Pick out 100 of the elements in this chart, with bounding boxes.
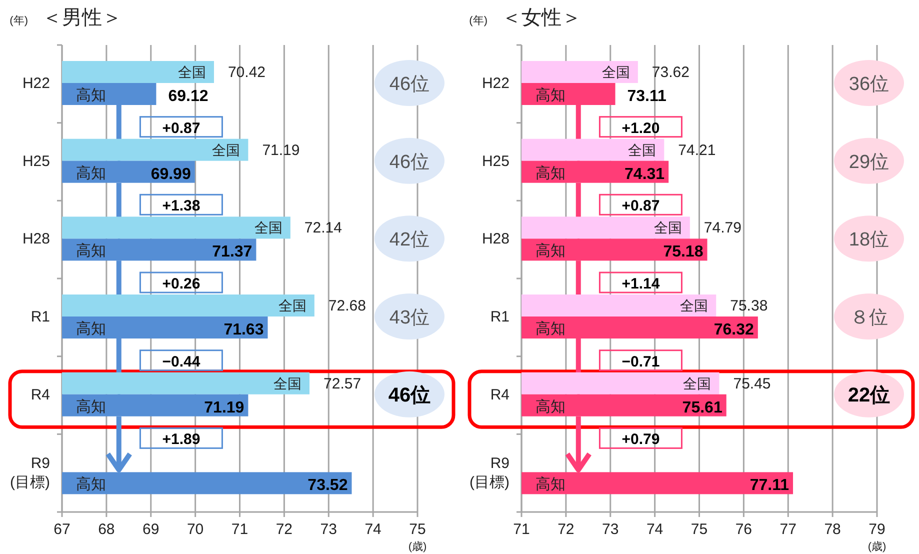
y-tick-label: H22 — [22, 75, 50, 92]
text: 全国 — [278, 298, 306, 314]
text: 高知 — [536, 476, 566, 494]
x-tick-label: 76 — [735, 521, 752, 538]
text: 高知 — [76, 398, 106, 416]
text: 全国 — [254, 220, 282, 236]
data-label: 71.37 — [212, 244, 252, 261]
data-label: 74.31 — [624, 166, 665, 183]
x-tick-label: 73 — [602, 521, 619, 538]
annotation: 29位 — [848, 152, 890, 173]
data-label: 71.19 — [262, 142, 300, 159]
text: 全国 — [683, 375, 712, 392]
x-axis-title: (歳) — [408, 540, 427, 553]
text: 高知 — [536, 87, 566, 104]
data-label: 75.38 — [730, 298, 768, 314]
x-tick-label: 68 — [98, 521, 115, 538]
y-tick-label: H22 — [482, 75, 510, 92]
chart-title: ＜男性＞ — [42, 7, 122, 29]
annotation: 22位 — [848, 384, 890, 406]
x-axis-title: (歳) — [868, 540, 886, 553]
data-label: 72.68 — [328, 298, 366, 314]
data-label: 73.11 — [627, 88, 667, 105]
data-label: 75.45 — [733, 375, 771, 392]
x-tick-label: 73 — [320, 521, 337, 538]
y-tick-label: R9 (目標) — [470, 455, 510, 492]
x-tick-label: 69 — [142, 521, 160, 538]
text: 全国 — [212, 142, 240, 158]
text: 全国 — [274, 375, 302, 392]
y-tick-label: R1 — [30, 308, 50, 326]
data-label: 75.61 — [682, 399, 722, 416]
annotation: +1.89 — [162, 431, 200, 448]
data-label: 69.99 — [150, 166, 191, 183]
x-tick-label: 78 — [824, 521, 841, 538]
y-tick-label: R4 — [30, 386, 50, 404]
annotation: −0.71 — [622, 353, 660, 370]
annotation: 36位 — [848, 74, 890, 95]
annotation: +0.26 — [162, 276, 200, 292]
y-axis-title: (年) — [469, 15, 488, 27]
x-tick-label: 75 — [409, 521, 426, 538]
annotation: −0.44 — [162, 353, 201, 370]
text: 高知 — [536, 398, 566, 416]
data-label: 72.14 — [304, 220, 342, 237]
data-label: 72.57 — [324, 375, 362, 392]
data-label: 74.79 — [704, 220, 742, 237]
legend-label: 高知 — [76, 164, 106, 182]
x-tick-label: 79 — [868, 521, 886, 538]
y-tick-label: H28 — [482, 230, 510, 248]
data-label: 73.62 — [652, 64, 690, 81]
text: 全国 — [654, 220, 682, 236]
annotation: +0.79 — [622, 431, 660, 448]
annotation: +1.14 — [622, 276, 660, 292]
x-tick-label: 77 — [780, 521, 796, 538]
x-tick-label: 71 — [231, 521, 248, 538]
x-tick-label: 67 — [54, 521, 70, 538]
y-tick-label: H25 — [22, 152, 50, 170]
text: 高知 — [76, 87, 106, 104]
annotation: ８位 — [850, 308, 888, 328]
annotation: 43位 — [389, 308, 430, 328]
series-label: 全国 — [178, 64, 206, 80]
x-tick-label: 72 — [558, 521, 574, 538]
annotation: 46位 — [389, 74, 430, 95]
text: 高知 — [536, 242, 566, 260]
y-tick-label: R9 (目標) — [10, 455, 50, 492]
annotation: 46位 — [389, 152, 430, 173]
data-label: 74.21 — [678, 142, 716, 159]
x-tick-label: 74 — [646, 521, 664, 538]
text: 高知 — [76, 242, 106, 260]
data-label: 69.12 — [168, 88, 208, 105]
annotation: +0.87 — [162, 120, 200, 137]
x-tick-label: 71 — [513, 521, 530, 538]
y-tick-label: R4 — [490, 386, 510, 404]
text: 高知 — [536, 320, 566, 338]
annotation: 18位 — [848, 230, 890, 251]
data-label: 75.18 — [663, 244, 704, 261]
x-tick-label: 72 — [276, 521, 293, 538]
series-label: 全国 — [602, 64, 630, 80]
y-tick-label: H25 — [482, 152, 510, 170]
text: 高知 — [76, 476, 106, 494]
text: 高知 — [76, 320, 106, 338]
text: 全国 — [628, 142, 656, 158]
annotation: 46位 — [388, 384, 431, 406]
data-label: 77.11 — [750, 477, 790, 494]
data-label: 71.19 — [204, 399, 244, 416]
annotation: 42位 — [389, 230, 430, 251]
x-tick-label: 70 — [186, 521, 204, 538]
data-label: 71.63 — [224, 322, 264, 338]
chart-title: ＜女性＞ — [502, 7, 582, 29]
data-label: 70.42 — [228, 64, 266, 81]
data-label: 73.52 — [308, 477, 348, 494]
y-tick-label: H28 — [22, 230, 50, 248]
y-axis-title: (年) — [10, 15, 28, 27]
y-tick-label: R1 — [490, 308, 510, 326]
annotation: +0.87 — [622, 198, 660, 215]
x-tick-label: 75 — [690, 521, 708, 538]
data-label: 76.32 — [714, 322, 754, 338]
x-tick-label: 74 — [364, 521, 382, 538]
legend-label: 高知 — [536, 164, 566, 182]
annotation: +1.38 — [162, 198, 200, 215]
text: 全国 — [680, 298, 708, 314]
annotation: +1.20 — [622, 120, 660, 137]
